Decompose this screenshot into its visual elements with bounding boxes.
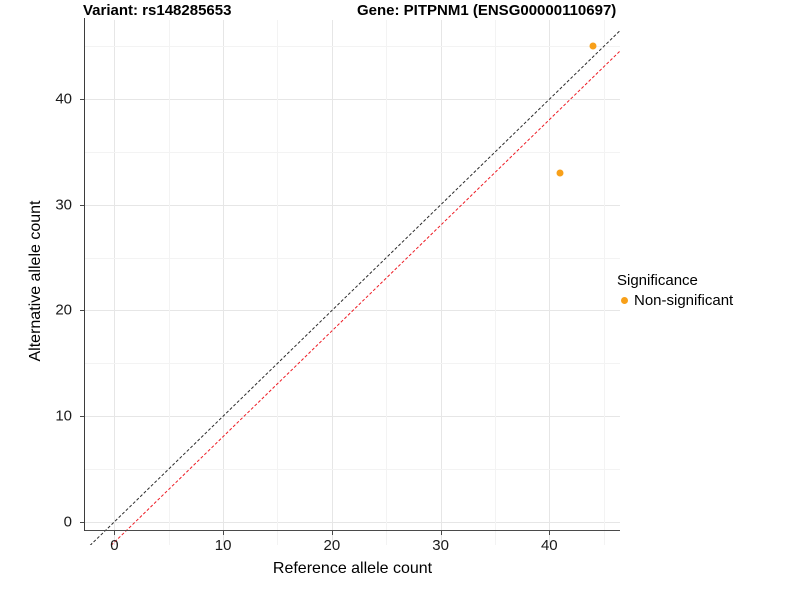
data-point: [589, 42, 597, 50]
y-axis-line: [84, 18, 86, 531]
gridline-vertical-major: [331, 20, 333, 545]
gene-title: Gene: PITPNM1 (ENSG00000110697): [357, 2, 617, 19]
legend-title: Significance: [617, 272, 698, 289]
x-tick-mark: [223, 531, 225, 535]
gridline-horizontal-minor: [85, 468, 620, 470]
y-tick-label: 20: [55, 301, 72, 319]
y-tick-mark: [80, 99, 84, 101]
gridline-horizontal-major: [85, 310, 620, 312]
x-tick-mark: [331, 531, 333, 535]
x-tick-label: 10: [214, 537, 232, 554]
data-point: [556, 169, 564, 177]
x-axis-line: [85, 530, 620, 532]
legend-items: Non-significant: [617, 292, 797, 309]
y-tick-label: 0: [63, 513, 72, 531]
x-tick-label: 20: [323, 537, 341, 554]
gridline-vertical-major: [223, 20, 225, 545]
gridline-horizontal-major: [85, 99, 620, 101]
y-axis-label: Alternative allele count: [27, 200, 44, 362]
plot-panel: [85, 20, 620, 545]
gridline-horizontal-minor: [85, 46, 620, 48]
gridline-vertical-major: [549, 20, 551, 545]
reference-line-fitted: [110, 50, 620, 545]
y-tick-mark: [80, 416, 84, 418]
x-tick-label: 0: [110, 537, 119, 554]
y-tick-label: 10: [55, 407, 72, 425]
gridline-horizontal-minor: [85, 363, 620, 365]
y-tick-mark: [80, 204, 84, 206]
legend: Significance Non-significant: [617, 272, 797, 309]
gridline-vertical-minor: [386, 20, 388, 545]
gridline-horizontal-minor: [85, 152, 620, 154]
gridline-vertical-major: [114, 20, 116, 545]
gridline-vertical-minor: [168, 20, 170, 545]
variant-title: Variant: rs148285653: [83, 2, 232, 19]
gridline-horizontal-minor: [85, 257, 620, 259]
gridline-horizontal-major: [85, 416, 620, 418]
y-tick-mark: [80, 521, 84, 523]
gridline-horizontal-major: [85, 204, 620, 206]
x-tick-mark: [114, 531, 116, 535]
x-tick-label: 30: [432, 537, 449, 554]
legend-item-non-significant[interactable]: Non-significant: [617, 292, 797, 309]
x-axis-label: Reference allele count: [272, 560, 433, 577]
legend-key: [617, 294, 631, 308]
x-tick-label: 40: [540, 537, 558, 554]
legend-dot-icon: [620, 297, 628, 304]
gridline-vertical-minor: [277, 20, 279, 545]
y-tick-label: 40: [55, 90, 72, 108]
legend-item-label: Non-significant: [634, 292, 734, 309]
gridline-vertical-minor: [603, 20, 605, 545]
gridline-vertical-major: [440, 20, 442, 545]
gridline-vertical-minor: [494, 20, 496, 545]
y-tick-mark: [80, 310, 84, 312]
y-tick-label: 30: [55, 196, 72, 214]
x-tick-mark: [440, 531, 442, 535]
gridline-horizontal-major: [85, 521, 620, 523]
x-tick-mark: [549, 531, 551, 535]
